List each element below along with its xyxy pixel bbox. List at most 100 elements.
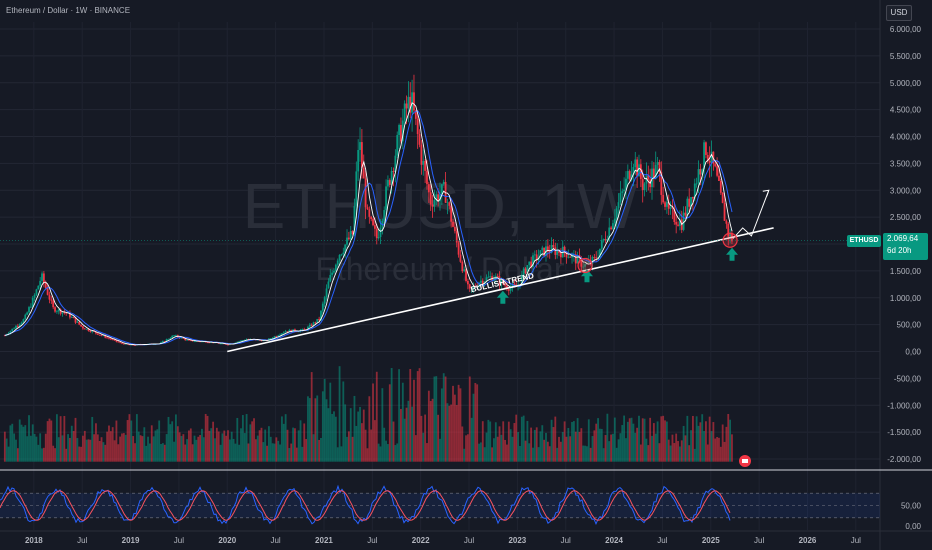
- volume-bar: [329, 382, 332, 462]
- candle-body: [645, 175, 648, 184]
- candle-body: [522, 268, 525, 275]
- candle-body: [78, 321, 81, 325]
- volume-bar: [89, 439, 92, 462]
- volume-bar: [710, 431, 713, 462]
- volume-bar: [453, 394, 456, 462]
- volume-bar: [533, 429, 536, 462]
- volume-bar: [684, 435, 687, 462]
- candle-body: [541, 247, 544, 251]
- volume-bar: [559, 441, 562, 462]
- volume-bar: [695, 416, 698, 462]
- volume-bar: [539, 431, 542, 462]
- candle-body: [388, 180, 391, 185]
- volume-bar: [576, 418, 579, 462]
- candle-body: [431, 204, 434, 207]
- volume-bar: [227, 430, 229, 462]
- volume-bar: [162, 443, 164, 462]
- volume-bar: [191, 444, 194, 462]
- candle-body: [227, 344, 229, 346]
- x-tick-label: 2021: [315, 536, 333, 545]
- volume-bar: [210, 428, 213, 462]
- volume-bar: [435, 376, 438, 462]
- volume-bar: [95, 423, 97, 462]
- candle-body: [584, 264, 586, 267]
- candle-body: [347, 237, 350, 240]
- volume-bar: [175, 414, 177, 462]
- volume-bar: [290, 443, 293, 462]
- candle-body: [35, 289, 38, 295]
- volume-bar: [28, 415, 30, 462]
- volume-bar: [145, 445, 148, 462]
- volume-bar: [323, 378, 326, 462]
- moving-average-short: [4, 102, 733, 346]
- volume-bar: [507, 421, 510, 462]
- candle-body: [690, 197, 692, 207]
- candle-body: [325, 288, 328, 298]
- candle-body: [44, 282, 47, 289]
- candle-body: [513, 283, 516, 285]
- candle-body: [688, 198, 691, 207]
- volume-bar: [545, 432, 547, 462]
- volume-bar: [281, 416, 283, 462]
- volume-bar: [504, 439, 506, 462]
- stoch-tick-label: 0,00: [905, 522, 921, 531]
- volume-bar: [498, 426, 501, 462]
- volume-bar: [580, 428, 583, 462]
- candle-body: [355, 171, 358, 207]
- volume-bar: [180, 436, 183, 462]
- volume-bar: [284, 414, 287, 462]
- volume-bar: [102, 442, 105, 462]
- volume-bar: [199, 435, 202, 462]
- volume-bar: [321, 391, 324, 462]
- candle-body: [582, 266, 585, 268]
- volume-bar: [465, 435, 467, 462]
- volume-bar: [219, 444, 222, 462]
- candle-body: [119, 342, 122, 344]
- volume-bar: [500, 434, 503, 462]
- candle-body: [727, 223, 730, 237]
- volume-bar: [647, 445, 650, 462]
- candle-body: [593, 256, 596, 258]
- volume-bar: [279, 444, 281, 462]
- candle-body: [433, 199, 436, 207]
- candle-body: [163, 341, 166, 342]
- stoch-tick-label: 50,00: [901, 502, 922, 511]
- candle-body: [435, 194, 438, 200]
- volume-bar: [130, 420, 133, 462]
- candle-body: [282, 332, 285, 334]
- candle-body: [113, 339, 116, 341]
- volume-bar: [277, 440, 280, 462]
- candle-body: [13, 328, 16, 330]
- volume-bar: [93, 434, 95, 462]
- candle-body: [195, 341, 198, 342]
- candle-body: [33, 294, 36, 298]
- volume-bar: [320, 437, 322, 462]
- volume-bar: [208, 430, 211, 462]
- candle-body: [333, 270, 335, 273]
- volume-bar: [546, 441, 549, 462]
- candle-body: [719, 180, 722, 193]
- currency-button[interactable]: USD: [886, 5, 912, 21]
- candle-body: [321, 303, 324, 311]
- volume-bar: [256, 435, 259, 462]
- candle-body: [472, 286, 475, 289]
- support-circle-icon: [577, 257, 593, 274]
- volume-bar: [42, 447, 45, 462]
- volume-bar: [543, 439, 546, 462]
- volume-bar: [712, 422, 715, 462]
- candle-body: [360, 142, 363, 168]
- candle-body: [706, 154, 709, 161]
- candle-body: [418, 134, 421, 145]
- candle-body: [294, 329, 296, 332]
- y-tick-label: 2.500,00: [890, 213, 922, 222]
- volume-bar: [3, 431, 6, 462]
- volume-bar: [202, 437, 205, 462]
- volume-bar: [303, 423, 306, 462]
- volume-bar: [558, 436, 560, 462]
- candle-body: [699, 169, 702, 175]
- candle-body: [504, 284, 506, 286]
- candle-body: [134, 344, 136, 346]
- candle-body: [69, 312, 71, 318]
- volume-bar: [87, 439, 90, 462]
